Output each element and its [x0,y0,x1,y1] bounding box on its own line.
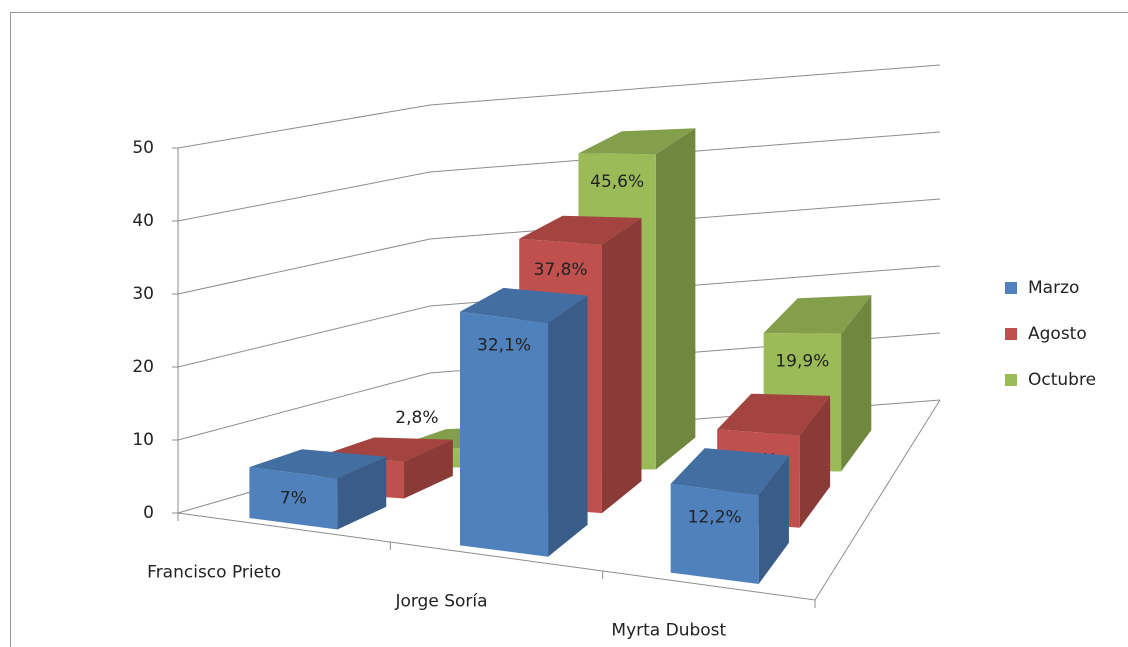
legend-swatch [1005,282,1017,294]
bar-front [670,483,759,585]
grid-line [177,265,941,368]
x-tick-label: Francisco Prieto [147,563,281,583]
bar-front [460,311,549,557]
grid-line [177,64,941,149]
data-label: 12,2% [688,508,742,528]
bar-side [655,128,696,470]
bar-top [670,448,789,496]
data-label: 2,8% [395,408,438,428]
data-label: 19,9% [775,351,829,371]
bar [670,448,789,585]
legend-swatch [1005,374,1017,386]
bar-top [460,287,588,324]
grid-line [177,131,941,222]
bar-front [249,467,338,530]
bar-side [841,295,872,472]
bar-top [717,393,831,436]
y-tick-label: 30 [132,284,154,304]
bar-side [758,455,789,585]
bar-side [548,295,588,557]
bar-side [404,439,453,499]
legend-label: Octubre [1028,370,1096,390]
bar-top [519,215,642,245]
x-tick-label: Myrta Dubost [611,621,726,641]
y-tick-label: 0 [143,503,154,523]
data-label: 7% [280,488,307,508]
y-tick-label: 20 [132,357,154,377]
bar-side [601,217,642,514]
y-tick-label: 50 [132,138,154,158]
data-label: 32,1% [477,335,531,355]
data-label: 37,8% [534,260,588,280]
grid-line [177,198,941,295]
legend-swatch [1005,328,1017,340]
bar-side [337,456,387,530]
bar-top [249,449,387,479]
bar [460,287,588,557]
bar-top [578,128,696,155]
legend-label: Marzo [1028,278,1079,298]
y-tick-label: 40 [132,211,154,231]
legend-label: Agosto [1028,324,1087,344]
data-label: 45,6% [590,172,644,192]
x-tick-label: Jorge Soría [394,592,487,612]
bar-top [763,295,872,334]
bar [249,449,387,530]
bar-side [799,395,831,528]
y-tick-label: 10 [132,430,154,450]
